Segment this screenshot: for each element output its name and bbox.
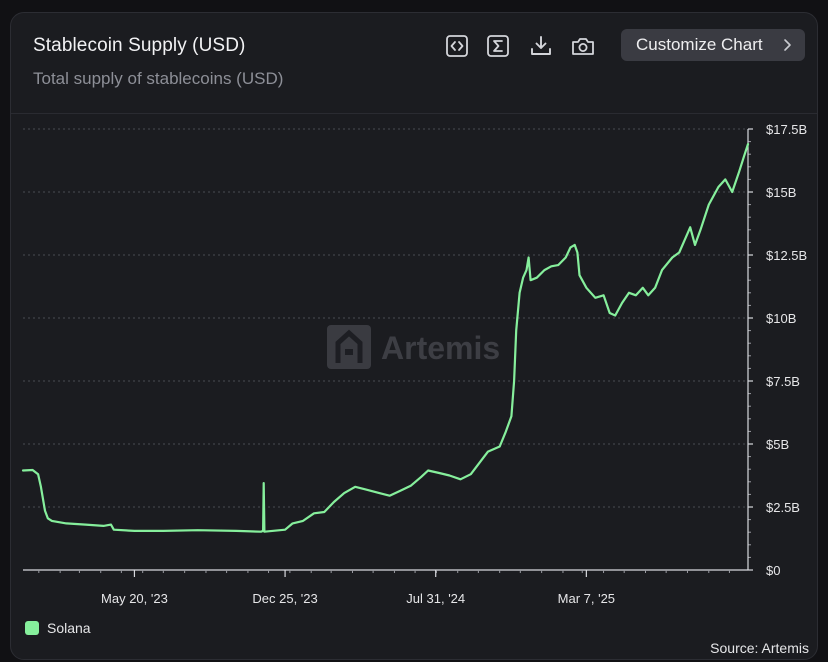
legend[interactable]: Solana: [25, 620, 91, 636]
series-line-solana[interactable]: [21, 143, 750, 533]
chart-card: Stablecoin Supply (USD) Total supply of …: [10, 12, 818, 660]
y-tick-label: $10B: [766, 311, 796, 326]
customize-chart-label: Customize Chart: [636, 35, 763, 54]
watermark-text: Artemis: [381, 330, 500, 366]
camera-icon[interactable]: [570, 33, 596, 59]
y-tick-label: $2.5B: [766, 500, 800, 515]
watermark: Artemis: [327, 325, 500, 369]
grid-lines: [23, 128, 748, 508]
x-tick-label: Mar 7, '25: [558, 591, 615, 606]
header-divider: [11, 113, 817, 114]
y-tick-label: $7.5B: [766, 374, 800, 389]
x-tick-label: Jul 31, '24: [406, 591, 465, 606]
download-icon[interactable]: [528, 33, 554, 59]
chart-title: Stablecoin Supply (USD): [33, 35, 246, 56]
y-tick-label: $5B: [766, 437, 789, 452]
y-tick-label: $0: [766, 563, 780, 578]
line-chart: Artemis $0 $2.5B $5B $7.5B $10B $12.5B $15B $17…: [21, 122, 807, 606]
sigma-icon[interactable]: [485, 33, 511, 59]
chart-subtitle: Total supply of stablecoins (USD): [33, 69, 284, 88]
legend-label-solana: Solana: [47, 620, 91, 636]
y-tick-label: $15B: [766, 185, 796, 200]
y-tick-label: $12.5B: [766, 248, 807, 263]
legend-swatch-solana: [25, 621, 39, 635]
chevron-right-icon: [784, 39, 791, 51]
x-tick-label: Dec 25, '23: [252, 591, 317, 606]
y-tick-label: $17.5B: [766, 122, 807, 137]
source-note: Source: Artemis: [710, 640, 809, 656]
axes: $0 $2.5B $5B $7.5B $10B $12.5B $15B $17.5B May 2…: [23, 122, 807, 606]
series-layer: [21, 143, 750, 533]
code-icon[interactable]: [444, 33, 470, 59]
x-tick-label: May 20, '23: [101, 591, 168, 606]
customize-chart-button[interactable]: Customize Chart: [621, 29, 805, 61]
